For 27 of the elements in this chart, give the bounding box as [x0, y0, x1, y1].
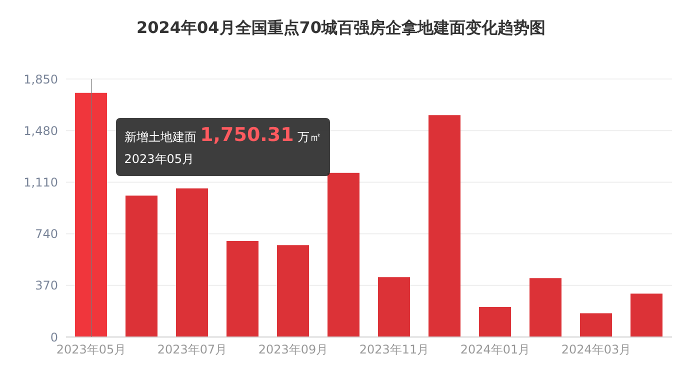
y-tick-label: 370 [35, 278, 58, 293]
y-tick-label: 1,110 [24, 175, 58, 190]
bar [580, 313, 612, 337]
bar [226, 241, 258, 337]
y-tick-label: 1,850 [24, 72, 58, 86]
bar [378, 277, 410, 337]
bar [428, 115, 460, 337]
x-tick-label: 2023年07月 [157, 342, 228, 357]
bar [328, 172, 360, 337]
x-tick-label: 2023年11月 [359, 342, 430, 357]
bar [479, 307, 511, 337]
bar [126, 196, 158, 337]
x-tick-label: 2023年05月 [56, 342, 126, 357]
x-tick-label: 2024年03月 [561, 342, 632, 357]
bar [530, 278, 562, 337]
annotation: 新增土地建面 1,750.31 万㎡ [124, 124, 322, 146]
y-tick-label: 1,480 [24, 124, 58, 138]
bar [176, 188, 208, 337]
chart-title: 2024年04月全国重点70城百强房企拿地建面变化趋势图 [135, 18, 547, 39]
bar [630, 294, 662, 337]
annotation: 2023年05月 [124, 150, 196, 168]
bar [75, 92, 107, 337]
bar [277, 245, 309, 337]
y-tick-label: 740 [35, 227, 58, 242]
x-tick-label: 2023年09月 [258, 342, 328, 357]
y-tick-label: 0 [50, 330, 58, 344]
x-tick-label: 2024年01月 [460, 342, 530, 357]
